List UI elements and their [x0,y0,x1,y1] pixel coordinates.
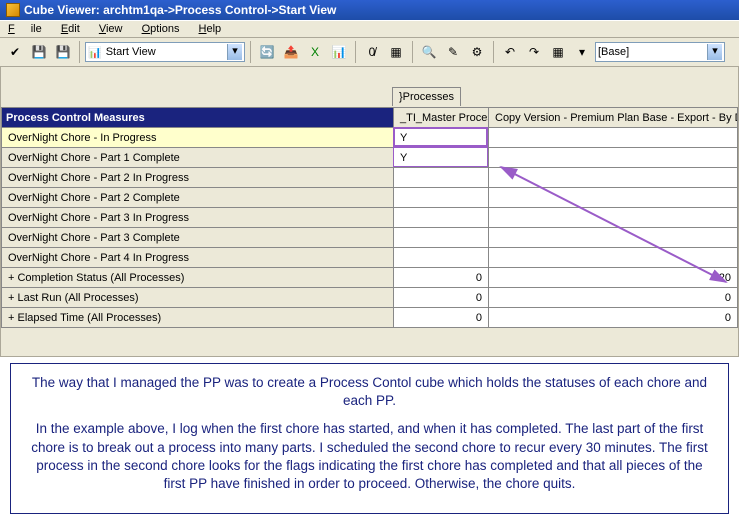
row-label[interactable]: OverNight Chore - In Progress [2,128,394,148]
base-combo-text: [Base] [598,46,629,58]
app-icon [6,3,20,17]
cell-copy[interactable] [489,248,738,268]
cell-copy[interactable]: 20 [489,268,738,288]
chevron-down-icon[interactable]: ▾ [227,44,242,60]
cell-ti[interactable]: 0 [394,268,489,288]
window-titlebar: Cube Viewer: archtm1qa->Process Control-… [0,0,739,20]
cell-ti[interactable]: Y [394,148,489,168]
menu-options[interactable]: Options [134,21,188,37]
base-combo[interactable]: [Base] ▾ [595,42,725,62]
table-row: OverNight Chore - In ProgressY [2,128,738,148]
undo-button[interactable]: ↶ [499,41,521,63]
suppress-zero-button[interactable]: 0̸ [361,41,383,63]
recalc-button[interactable]: 🔄 [256,41,278,63]
menubar: File Edit View Options Help [0,20,739,38]
table-row: OverNight Chore - Part 4 In Progress [2,248,738,268]
dropdown-button[interactable]: ▾ [571,41,593,63]
row-label[interactable]: OverNight Chore - Part 2 Complete [2,188,394,208]
menu-edit[interactable]: Edit [53,21,88,37]
row-label[interactable]: OverNight Chore - Part 1 Complete [2,148,394,168]
workspace: }Processes Process Control Measures _TI_… [0,67,739,357]
cell-ti[interactable] [394,228,489,248]
data-grid: Process Control Measures _TI_Master Proc… [1,107,738,328]
sandbox-button[interactable]: ⚙ [466,41,488,63]
cell-copy[interactable]: 0 [489,308,738,328]
row-label[interactable]: + Last Run (All Processes) [2,288,394,308]
table-row: OverNight Chore - Part 3 Complete [2,228,738,248]
cell-copy[interactable] [489,228,738,248]
menu-view[interactable]: View [91,21,131,37]
cell-ti[interactable] [394,188,489,208]
caption-p1: The way that I managed the PP was to cre… [25,374,714,410]
trace-button[interactable]: ✎ [442,41,464,63]
drill-button[interactable]: 🔍 [418,41,440,63]
cell-ti[interactable] [394,168,489,188]
check-button[interactable]: ✔ [4,41,26,63]
row-label[interactable]: OverNight Chore - Part 3 In Progress [2,208,394,228]
col-copy-header[interactable]: Copy Version - Premium Plan Base - Expor… [489,108,738,128]
processes-tab[interactable]: }Processes [392,87,461,106]
row-label[interactable]: + Elapsed Time (All Processes) [2,308,394,328]
excel-button[interactable]: X [304,41,326,63]
cell-ti[interactable] [394,208,489,228]
filter-button[interactable]: ▦ [385,41,407,63]
chart-button[interactable]: 📊 [328,41,350,63]
row-label[interactable]: OverNight Chore - Part 4 In Progress [2,248,394,268]
table-row: OverNight Chore - Part 3 In Progress [2,208,738,228]
table-row: OverNight Chore - Part 1 CompleteY [2,148,738,168]
table-row: + Last Run (All Processes)00 [2,288,738,308]
row-label[interactable]: OverNight Chore - Part 2 In Progress [2,168,394,188]
row-label[interactable]: + Completion Status (All Processes) [2,268,394,288]
cell-ti[interactable]: 0 [394,288,489,308]
table-row: OverNight Chore - Part 2 In Progress [2,168,738,188]
cell-copy[interactable] [489,188,738,208]
caption-p2: In the example above, I log when the fir… [25,420,714,493]
cell-copy[interactable]: 0 [489,288,738,308]
redo-button[interactable]: ↷ [523,41,545,63]
table-row: + Completion Status (All Processes)020 [2,268,738,288]
toolbar: ✔ 💾 💾 📊 Start View ▾ 🔄 📤 X 📊 0̸ ▦ 🔍 ✎ ⚙ … [0,38,739,67]
chevron-down-icon[interactable]: ▾ [707,44,722,60]
cell-ti[interactable] [394,248,489,268]
save-button[interactable]: 💾 [28,41,50,63]
table-row: + Elapsed Time (All Processes)00 [2,308,738,328]
view-combo-text: Start View [106,46,156,58]
column-headers: Process Control Measures _TI_Master Proc… [2,108,738,128]
explanation-caption: The way that I managed the PP was to cre… [10,363,729,514]
commit-button[interactable]: ▦ [547,41,569,63]
export-button[interactable]: 📤 [280,41,302,63]
view-combo[interactable]: 📊 Start View ▾ [85,42,245,62]
col-ti-header[interactable]: _TI_Master Process [394,108,489,128]
cell-copy[interactable] [489,168,738,188]
menu-help[interactable]: Help [191,21,230,37]
cell-copy[interactable] [489,148,738,168]
cell-ti[interactable]: 0 [394,308,489,328]
cell-copy[interactable] [489,128,738,148]
menu-file[interactable]: File [0,21,50,37]
save-as-button[interactable]: 💾 [52,41,74,63]
col-measures-header[interactable]: Process Control Measures [2,108,394,128]
row-label[interactable]: OverNight Chore - Part 3 Complete [2,228,394,248]
window-title: Cube Viewer: archtm1qa->Process Control-… [24,3,336,17]
cell-copy[interactable] [489,208,738,228]
cell-ti[interactable]: Y [394,128,489,148]
table-row: OverNight Chore - Part 2 Complete [2,188,738,208]
